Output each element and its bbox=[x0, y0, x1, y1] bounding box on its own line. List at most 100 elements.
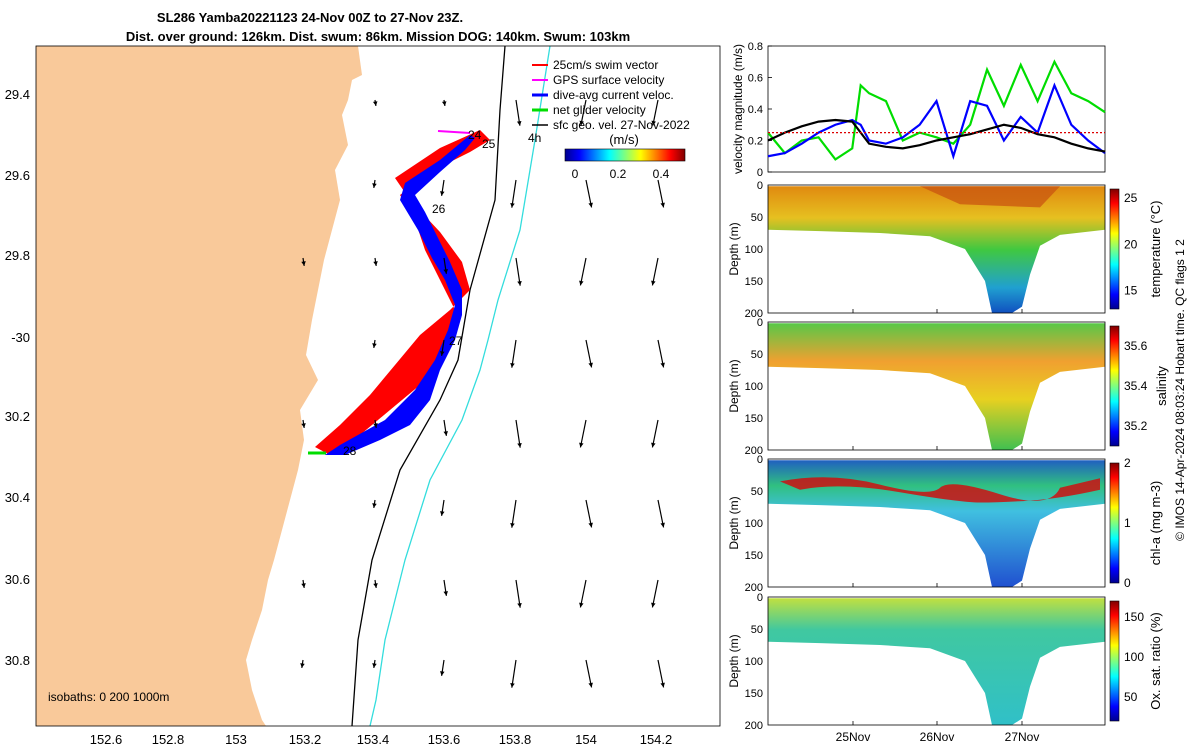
map-frame bbox=[35, 45, 721, 727]
section-data-field bbox=[768, 186, 1105, 313]
section-colorbar bbox=[1109, 325, 1120, 447]
section-data-field bbox=[768, 460, 1105, 587]
colorbar-tick-label: 1 bbox=[1124, 516, 1131, 530]
date-tick-label: 26Nov bbox=[920, 730, 955, 744]
depth-tick-label: 100 bbox=[745, 244, 763, 256]
gps-surface-velocity-mark bbox=[437, 130, 471, 134]
quiver-arrow bbox=[579, 257, 587, 286]
quiver-arrow-head bbox=[588, 362, 593, 368]
quiver-arrow-head bbox=[588, 522, 593, 528]
velocity-series-dive-avg-current-veloc- bbox=[767, 82, 1106, 161]
quiver-arrow-head bbox=[651, 442, 656, 448]
velocity-ytick-label: 0.8 bbox=[748, 41, 763, 53]
quiver-arrow bbox=[585, 659, 593, 688]
isobath-200m bbox=[351, 46, 506, 726]
quiver-arrow bbox=[585, 339, 593, 368]
legend-gps: GPS surface velocity bbox=[553, 73, 664, 87]
quiver-arrow bbox=[515, 419, 521, 448]
quiver-arrow-head bbox=[372, 663, 377, 668]
section-ylabel: Depth (m) bbox=[727, 359, 741, 412]
day-label-27: 27 bbox=[449, 334, 463, 348]
colorbar-tick-label: 15 bbox=[1124, 284, 1138, 298]
quiver-arrow-head bbox=[373, 261, 378, 266]
quiver-arrow bbox=[515, 257, 521, 286]
quiver-arrow-head bbox=[579, 280, 584, 286]
map-colorbar: (m/s) 0 0.2 0.4 bbox=[564, 132, 686, 181]
map-colorbar-scale bbox=[564, 148, 686, 162]
map-colorbar-tick-1: 0.2 bbox=[610, 167, 627, 181]
quiver-arrow bbox=[651, 257, 659, 286]
day-label-25: 25 bbox=[482, 137, 496, 151]
land-area bbox=[36, 46, 362, 726]
lon-tick-label: 153.2 bbox=[289, 732, 322, 747]
quiver-arrow-head bbox=[300, 663, 305, 668]
depth-tick-label: 150 bbox=[745, 688, 763, 700]
quiver-arrow-head bbox=[517, 442, 522, 448]
colorbar-tick-label: 150 bbox=[1124, 610, 1144, 624]
velocity-ytick-label: 0.4 bbox=[748, 104, 763, 116]
quiver-arrow-head bbox=[443, 269, 448, 274]
isobath-1000m bbox=[369, 46, 551, 726]
quiver-arrow-head bbox=[660, 202, 665, 208]
map-colorbar-tick-0: 0 bbox=[572, 167, 579, 181]
colorbar-tick-label: 100 bbox=[1124, 650, 1144, 664]
colorbar-label: temperature (°C) bbox=[1148, 201, 1163, 298]
depth-tick-label: 0 bbox=[757, 592, 763, 604]
quiver-arrow-head bbox=[510, 682, 515, 688]
title-line-2: Dist. over ground: 126km. Dist. swum: 86… bbox=[126, 29, 630, 44]
quiver-arrow-head bbox=[372, 343, 377, 348]
quiver-arrow-head bbox=[660, 362, 665, 368]
quiver-arrow-head bbox=[373, 583, 378, 588]
quiver-arrow-head bbox=[588, 202, 593, 208]
quiver-arrow-head bbox=[440, 351, 445, 356]
section-colorbar bbox=[1109, 188, 1120, 310]
colorbar-tick-label: 0 bbox=[1124, 576, 1131, 590]
quiver-arrow bbox=[579, 579, 587, 608]
depth-tick-label: 0 bbox=[757, 454, 763, 466]
quiver-arrow-head bbox=[301, 261, 306, 266]
map-colorbar-tick-2: 0.4 bbox=[653, 167, 670, 181]
copyright-note: © IMOS 14-Apr-2024 08:03:24 Hobart time.… bbox=[1173, 239, 1187, 541]
colorbar-tick-label: 50 bbox=[1124, 690, 1138, 704]
lat-tick-label: 30.2 bbox=[5, 409, 30, 424]
quiver-arrow bbox=[511, 659, 517, 688]
velocity-ytick-label: 0 bbox=[757, 167, 763, 179]
depth-tick-label: 50 bbox=[751, 212, 763, 224]
colorbar-tick-label: 2 bbox=[1124, 456, 1131, 470]
velocity-series-sfc-geo-vel- bbox=[767, 118, 1106, 153]
day-label-24: 24 bbox=[468, 128, 482, 142]
colorbar-tick-label: 20 bbox=[1124, 237, 1138, 251]
depth-tick-label: 0 bbox=[757, 317, 763, 329]
legend-sfc: sfc geo. vel. 27-Nov-2022 bbox=[553, 118, 690, 132]
depth-tick-label: 200 bbox=[745, 582, 763, 594]
quiver-arrow bbox=[585, 499, 593, 528]
quiver-arrow-head bbox=[510, 202, 515, 208]
section-data-field bbox=[768, 323, 1105, 450]
quiver-arrow bbox=[585, 179, 593, 208]
quiver-arrow bbox=[511, 179, 517, 208]
section-ylabel: Depth (m) bbox=[727, 222, 741, 275]
lat-tick-label: 29.4 bbox=[5, 87, 30, 102]
quiver-arrow-head bbox=[510, 362, 515, 368]
quiver-arrow-head bbox=[440, 191, 445, 196]
depth-tick-label: 150 bbox=[745, 550, 763, 562]
depth-tick-label: 150 bbox=[745, 413, 763, 425]
quiver-arrow-head bbox=[579, 120, 584, 126]
quiver-arrow bbox=[511, 499, 517, 528]
velocity-series bbox=[767, 59, 1106, 161]
lon-tick-label: 152.6 bbox=[90, 732, 123, 747]
quiver-arrow-head bbox=[579, 442, 584, 448]
lat-tick-label: 30.8 bbox=[5, 653, 30, 668]
depth-tick-label: 50 bbox=[751, 349, 763, 361]
map-colorbar-title: (m/s) bbox=[609, 132, 639, 147]
time-label-4h: 4h bbox=[528, 131, 541, 145]
colorbar-label: chl-a (mg m-3) bbox=[1148, 481, 1163, 566]
legend-dive: dive-avg current veloc. bbox=[553, 88, 674, 102]
quiver-arrow bbox=[511, 339, 517, 368]
colorbar-tick-label: 35.2 bbox=[1124, 419, 1148, 433]
quiver-arrow-head bbox=[443, 591, 448, 596]
lon-tick-label: 154 bbox=[575, 732, 597, 747]
lon-tick-label: 153.4 bbox=[357, 732, 390, 747]
quiver-arrow-head bbox=[440, 511, 445, 516]
